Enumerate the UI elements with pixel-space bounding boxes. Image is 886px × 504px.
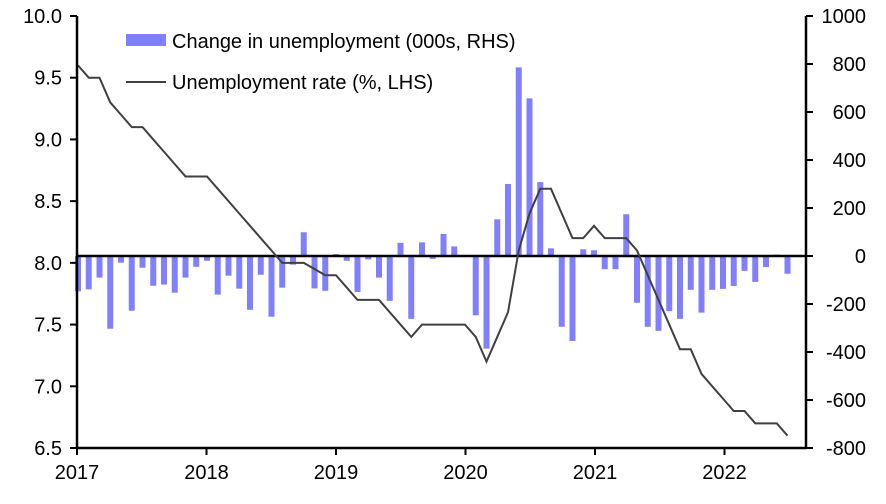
bar — [580, 249, 587, 256]
bar — [139, 256, 146, 268]
x-tick-label: 2021 — [573, 462, 618, 484]
x-tick-label: 2019 — [314, 462, 359, 484]
bar — [96, 256, 103, 278]
bar — [451, 246, 458, 256]
bar — [569, 256, 576, 341]
bar — [741, 256, 748, 271]
left-tick-label: 7.5 — [34, 315, 62, 337]
bar — [784, 256, 791, 274]
bar — [150, 256, 157, 286]
bar — [494, 219, 501, 256]
legend: Change in unemployment (000s, RHS) Unemp… — [126, 31, 516, 94]
bar — [268, 256, 275, 317]
bar — [408, 256, 415, 319]
bar — [354, 256, 361, 292]
bar — [709, 256, 716, 290]
x-tick-label: 2020 — [443, 462, 488, 484]
bar — [386, 256, 393, 301]
bar — [558, 256, 565, 327]
bar — [182, 256, 189, 278]
bar — [720, 256, 726, 289]
x-tick-label: 2017 — [55, 462, 100, 484]
bar — [440, 233, 447, 256]
bar — [171, 256, 178, 293]
bar — [257, 256, 264, 275]
tick-group: 6.5 7.0 7.5 8.0 8.5 9.0 9.5 10.0 -800 -600 -400 -20… — [23, 6, 866, 484]
bar — [397, 242, 404, 256]
bar — [128, 256, 135, 311]
right-tick-label: -200 — [826, 294, 866, 316]
left-tick-label: 10.0 — [23, 6, 62, 28]
bar — [601, 256, 608, 270]
bar — [730, 256, 737, 286]
bar — [300, 232, 307, 256]
right-tick-label: 1000 — [822, 6, 867, 28]
x-tick-label: 2018 — [184, 462, 229, 484]
bar — [118, 256, 124, 263]
right-tick-label: 800 — [833, 54, 866, 76]
bar — [537, 182, 544, 256]
bar — [526, 98, 533, 256]
bar — [612, 256, 619, 270]
right-tick-label: -400 — [826, 342, 866, 364]
right-tick-label: 200 — [833, 198, 866, 220]
bar — [376, 256, 382, 278]
bar — [204, 256, 210, 261]
right-tick-label: 0 — [855, 246, 866, 268]
bar — [107, 256, 114, 329]
bar — [279, 256, 286, 288]
bar — [666, 256, 673, 312]
bar — [698, 256, 705, 313]
left-tick-label: 6.5 — [34, 438, 62, 460]
left-tick-label: 8.0 — [34, 253, 62, 275]
right-tick-label: 400 — [833, 150, 866, 172]
bar — [472, 256, 479, 316]
left-tick-label: 7.0 — [34, 376, 62, 398]
bar — [247, 256, 253, 310]
bar — [193, 256, 200, 267]
bar — [634, 256, 640, 303]
bar — [548, 248, 554, 256]
bar — [644, 256, 651, 327]
unemployment-rate-line — [77, 64, 789, 437]
bar — [591, 250, 597, 256]
bar — [290, 256, 296, 265]
bar — [515, 67, 522, 256]
left-tick-label: 8.5 — [34, 191, 62, 213]
x-tick-label: 2022 — [702, 462, 747, 484]
bar-series — [75, 67, 791, 349]
bar — [752, 256, 759, 282]
right-tick-label: 600 — [833, 102, 866, 124]
bar — [161, 256, 167, 285]
bar — [677, 256, 683, 319]
bar — [505, 184, 511, 256]
bar — [687, 256, 694, 290]
bar — [483, 256, 490, 349]
bar — [322, 256, 329, 291]
bar — [236, 256, 243, 289]
legend-line-label: Unemployment rate (%, LHS) — [172, 72, 433, 94]
right-tick-label: -800 — [826, 438, 866, 460]
bar — [655, 256, 662, 331]
left-tick-label: 9.0 — [34, 129, 62, 151]
bar — [365, 256, 372, 260]
right-tick-label: -600 — [826, 390, 866, 412]
bar — [85, 256, 92, 290]
bar — [343, 256, 350, 261]
bar — [419, 242, 425, 256]
bar — [763, 256, 769, 268]
left-tick-label: 9.5 — [34, 68, 62, 90]
bar — [225, 256, 232, 276]
legend-bar-label: Change in unemployment (000s, RHS) — [172, 31, 516, 53]
bar — [214, 256, 221, 295]
legend-bar-swatch — [126, 34, 166, 46]
bar — [311, 256, 318, 289]
axes — [75, 16, 808, 450]
bar — [429, 256, 436, 259]
bar — [623, 214, 630, 256]
